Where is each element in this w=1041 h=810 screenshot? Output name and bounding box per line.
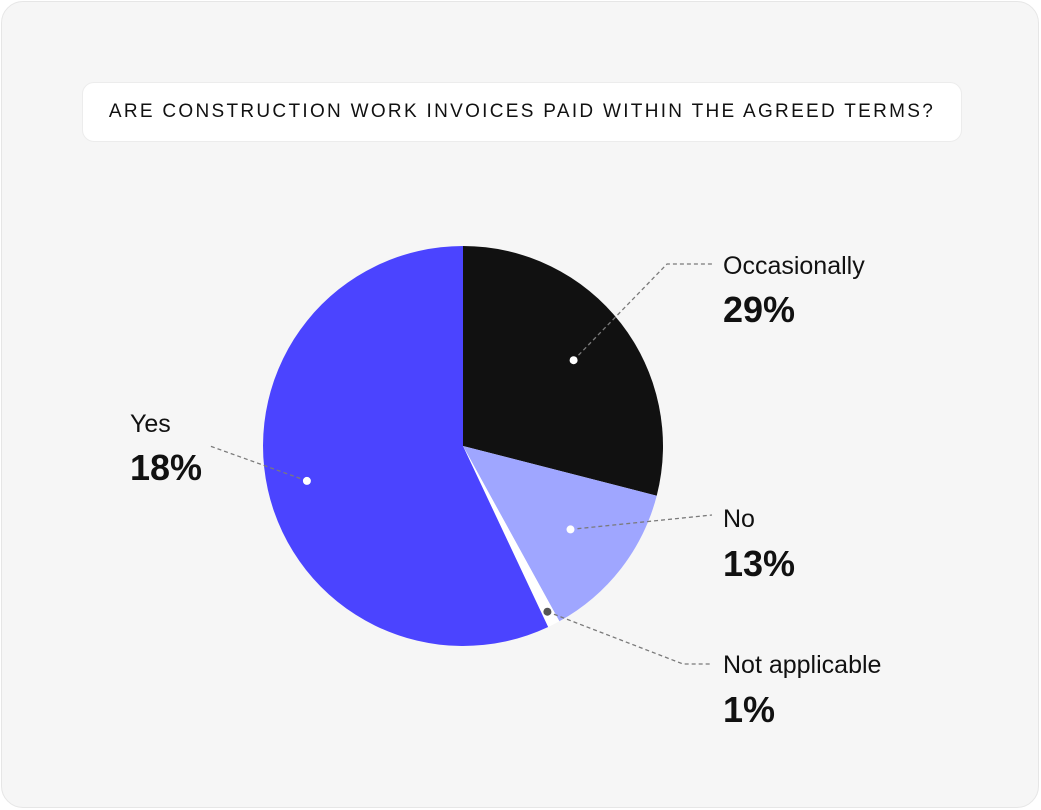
slice-labels: Occasionally 29% No 13% Not applicable 1… bbox=[130, 252, 881, 730]
leader-dot-yes bbox=[302, 476, 311, 485]
slice-value-no: 13% bbox=[723, 543, 795, 584]
slice-label-yes: Yes bbox=[130, 410, 171, 438]
slice-value-not-applicable: 1% bbox=[723, 689, 775, 730]
pie-slice-occasionally bbox=[463, 246, 664, 496]
pie-slice-not-applicable bbox=[463, 446, 560, 627]
slice-value-occasionally: 29% bbox=[723, 289, 795, 330]
leader-line-yes bbox=[209, 445, 308, 482]
chart-title: ARE CONSTRUCTION WORK INVOICES PAID WITH… bbox=[82, 82, 962, 142]
slice-label-occasionally: Occasionally bbox=[723, 252, 865, 280]
pie-slice-no bbox=[463, 446, 657, 622]
slice-label-no: No bbox=[723, 505, 755, 533]
slice-value-yes: 18% bbox=[130, 447, 202, 488]
slice-label-not-applicable: Not applicable bbox=[723, 651, 881, 679]
leader-dot-not-applicable bbox=[543, 607, 552, 616]
leader-lines bbox=[209, 263, 713, 665]
leader-line-no bbox=[570, 514, 713, 531]
pie-slices bbox=[263, 246, 664, 646]
leader-dot-no bbox=[566, 525, 575, 534]
pie-slice-yes bbox=[263, 246, 549, 646]
leader-line-not-applicable bbox=[547, 611, 712, 665]
leader-dot-occasionally bbox=[569, 356, 578, 365]
leader-line-occasionally bbox=[573, 263, 712, 361]
